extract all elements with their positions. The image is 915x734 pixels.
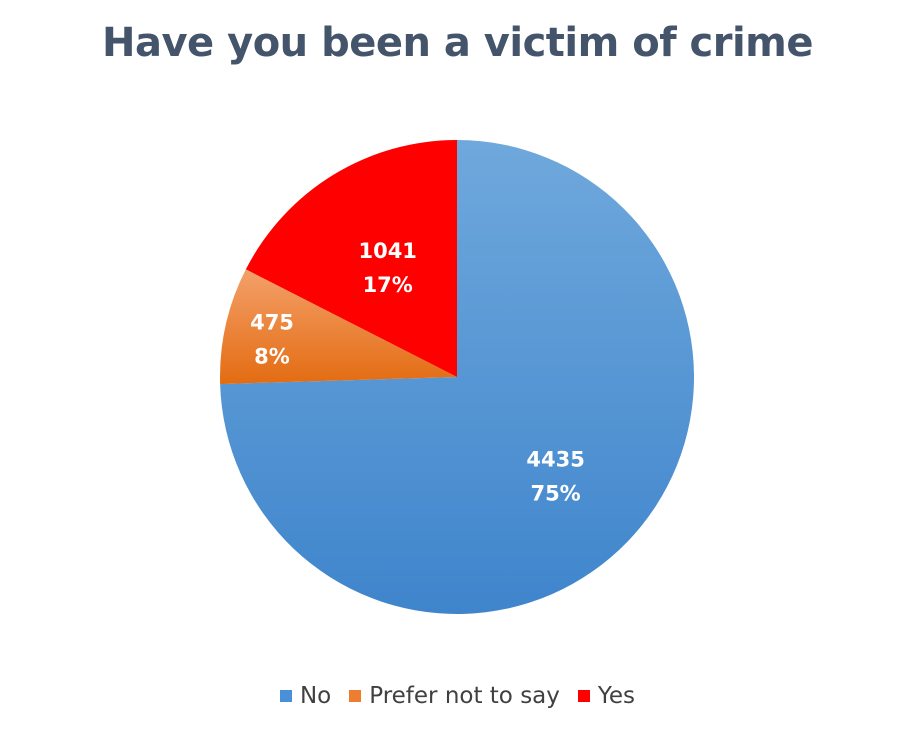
slice-value-label: 1041	[358, 239, 416, 263]
legend: No Prefer not to say Yes	[0, 683, 915, 709]
legend-label: Prefer not to say	[369, 683, 560, 709]
slice-percent-label: 8%	[254, 345, 290, 369]
legend-swatch	[279, 690, 292, 702]
slice-value-label: 475	[250, 311, 294, 335]
pie-slice-prefer-not-to-say	[220, 269, 457, 385]
legend-label: Yes	[597, 683, 636, 709]
slice-percent-label: 75%	[530, 482, 580, 506]
legend-item-yes: Yes	[577, 683, 636, 709]
chart-title: Have you been a victim of crime	[102, 20, 813, 66]
legend-label: No	[299, 683, 332, 709]
legend-swatch	[577, 690, 590, 702]
pie-slice-yes	[245, 140, 457, 377]
slice-value-label: 4435	[526, 448, 584, 472]
legend-item-prefer-not-to-say: Prefer not to say	[349, 683, 560, 709]
legend-swatch	[349, 690, 362, 702]
legend-item-no: No	[279, 683, 332, 709]
slice-percent-label: 17%	[363, 273, 413, 297]
pie-slice-no	[220, 140, 695, 615]
